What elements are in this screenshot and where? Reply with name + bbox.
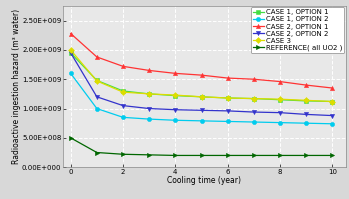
REFERENCE( all UO2 ) (304, 154, 309, 157)
CASE 1, OPTION 2 (278, 121, 282, 124)
Line: CASE 1, OPTION 1: CASE 1, OPTION 1 (69, 51, 334, 104)
CASE 3 (121, 91, 125, 93)
CASE 1, OPTION 1 (200, 96, 204, 98)
CASE 1, OPTION 2 (225, 120, 230, 123)
CASE 3 (278, 98, 282, 100)
CASE 2, OPTION 1 (225, 77, 230, 79)
REFERENCE( all UO2 ) (173, 154, 177, 157)
CASE 1, OPTION 1 (330, 100, 334, 103)
REFERENCE( all UO2 ) (95, 151, 99, 154)
CASE 2, OPTION 1 (95, 56, 99, 58)
REFERENCE( all UO2 ) (147, 154, 151, 156)
Line: REFERENCE( all UO2 ): REFERENCE( all UO2 ) (69, 136, 334, 158)
CASE 2, OPTION 2 (68, 52, 73, 54)
CASE 3 (252, 97, 256, 100)
CASE 1, OPTION 1 (225, 97, 230, 99)
CASE 1, OPTION 2 (252, 121, 256, 123)
CASE 1, OPTION 1 (121, 90, 125, 92)
CASE 1, OPTION 2 (200, 120, 204, 122)
CASE 2, OPTION 2 (200, 109, 204, 111)
Line: CASE 1, OPTION 2: CASE 1, OPTION 2 (69, 71, 334, 126)
Y-axis label: Radioactive ingestion hazard (m³ water): Radioactive ingestion hazard (m³ water) (12, 9, 21, 164)
CASE 2, OPTION 2 (173, 108, 177, 111)
CASE 2, OPTION 1 (252, 78, 256, 80)
Line: CASE 3: CASE 3 (69, 48, 334, 104)
CASE 3 (330, 100, 334, 103)
CASE 2, OPTION 2 (278, 111, 282, 114)
X-axis label: Cooling time (year): Cooling time (year) (167, 176, 241, 185)
CASE 3 (225, 97, 230, 99)
Line: CASE 2, OPTION 1: CASE 2, OPTION 1 (69, 31, 334, 90)
CASE 1, OPTION 1 (278, 99, 282, 101)
CASE 1, OPTION 2 (330, 123, 334, 125)
CASE 3 (173, 94, 177, 96)
CASE 1, OPTION 2 (121, 116, 125, 119)
REFERENCE( all UO2 ) (252, 154, 256, 157)
CASE 2, OPTION 1 (330, 87, 334, 89)
CASE 1, OPTION 1 (95, 79, 99, 82)
CASE 2, OPTION 1 (173, 72, 177, 75)
REFERENCE( all UO2 ) (68, 137, 73, 139)
CASE 2, OPTION 2 (225, 110, 230, 112)
CASE 2, OPTION 2 (304, 113, 309, 116)
CASE 2, OPTION 1 (121, 65, 125, 67)
CASE 1, OPTION 2 (95, 107, 99, 110)
CASE 2, OPTION 2 (330, 114, 334, 117)
CASE 1, OPTION 2 (147, 118, 151, 120)
CASE 3 (95, 80, 99, 82)
REFERENCE( all UO2 ) (121, 153, 125, 155)
CASE 2, OPTION 1 (68, 32, 73, 35)
Legend: CASE 1, OPTION 1, CASE 1, OPTION 2, CASE 2, OPTION 1, CASE 2, OPTION 2, CASE 3, : CASE 1, OPTION 1, CASE 1, OPTION 2, CASE… (251, 7, 344, 53)
CASE 1, OPTION 2 (173, 119, 177, 121)
CASE 1, OPTION 1 (147, 93, 151, 95)
CASE 2, OPTION 1 (147, 69, 151, 72)
REFERENCE( all UO2 ) (200, 154, 204, 157)
CASE 1, OPTION 2 (68, 72, 73, 75)
CASE 2, OPTION 1 (304, 84, 309, 86)
REFERENCE( all UO2 ) (330, 154, 334, 157)
CASE 2, OPTION 1 (278, 80, 282, 83)
CASE 1, OPTION 1 (173, 95, 177, 97)
CASE 3 (68, 49, 73, 51)
CASE 2, OPTION 2 (95, 96, 99, 98)
CASE 1, OPTION 1 (304, 100, 309, 102)
CASE 1, OPTION 1 (252, 97, 256, 100)
Line: CASE 2, OPTION 2: CASE 2, OPTION 2 (69, 51, 334, 118)
CASE 1, OPTION 1 (68, 52, 73, 54)
CASE 2, OPTION 2 (121, 104, 125, 107)
CASE 2, OPTION 2 (252, 111, 256, 113)
CASE 1, OPTION 2 (304, 122, 309, 124)
CASE 3 (200, 96, 204, 98)
REFERENCE( all UO2 ) (225, 154, 230, 157)
CASE 3 (304, 99, 309, 101)
CASE 2, OPTION 2 (147, 107, 151, 110)
REFERENCE( all UO2 ) (278, 154, 282, 157)
CASE 3 (147, 93, 151, 95)
CASE 2, OPTION 1 (200, 74, 204, 76)
